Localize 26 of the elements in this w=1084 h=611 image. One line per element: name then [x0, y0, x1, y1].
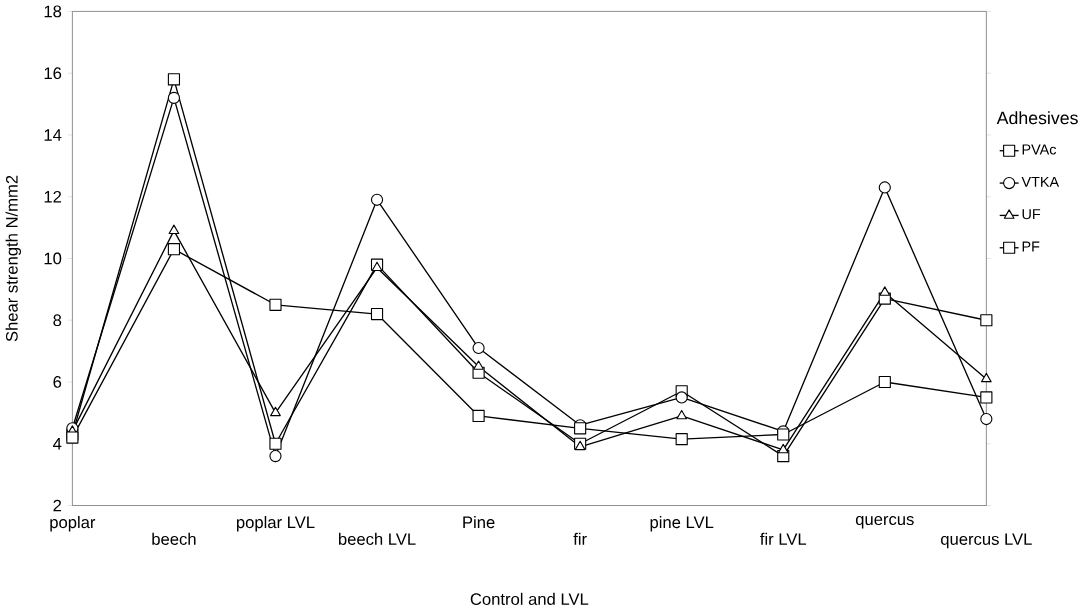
- x-tick-label: quercus: [855, 516, 914, 529]
- y-tick-label: 14: [44, 129, 62, 141]
- y-tick-label: 6: [53, 376, 62, 389]
- x-tick-label: beech: [152, 533, 196, 546]
- x-tick-label: poplar: [50, 516, 96, 532]
- legend-label: VTKA: [1021, 177, 1060, 188]
- x-axis-title: Control and LVL: [470, 593, 589, 606]
- x-tick-label: fir LVL: [760, 533, 807, 546]
- y-tick-label: 4: [53, 438, 62, 450]
- y-tick-label: 16: [44, 67, 62, 80]
- x-tick-label: Pine: [463, 516, 495, 529]
- y-tick-label: 8: [53, 314, 62, 327]
- x-tick-label: poplar LVL: [236, 516, 315, 532]
- y-tick-label: 18: [44, 5, 62, 18]
- y-tick-label: 10: [44, 252, 62, 265]
- legend-label: PF: [1022, 241, 1040, 252]
- x-tick-label: beech LVL: [339, 533, 416, 546]
- legend-label: PVAc: [1022, 144, 1057, 155]
- x-tick-label: pine LVL: [650, 516, 714, 532]
- legend-label: UF: [1022, 209, 1041, 220]
- y-tick-label: 12: [44, 191, 62, 203]
- x-tick-label: quercus LVL: [941, 533, 1032, 549]
- y-axis-title: Shear strength N/mm2: [5, 175, 22, 342]
- x-tick-label: fir: [573, 533, 587, 546]
- legend-title: Adhesives: [996, 111, 1078, 125]
- y-tick-label: 2: [53, 499, 62, 512]
